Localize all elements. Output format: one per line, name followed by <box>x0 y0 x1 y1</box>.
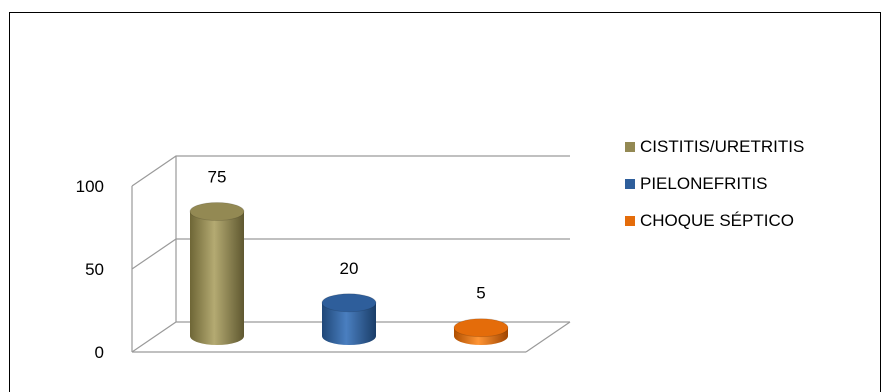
y-tick-label: 50 <box>85 260 104 279</box>
legend-item-choque-septico: CHOQUE SÉPTICO <box>625 202 804 239</box>
bars <box>189 202 509 345</box>
legend-label-choque-septico: CHOQUE SÉPTICO <box>640 210 794 230</box>
legend: CISTITIS/URETRITIS PIELONEFRITIS CHOQUE … <box>625 128 804 239</box>
legend-swatch-cistitis <box>625 141 635 152</box>
data-labels: 75 20 5 <box>208 168 486 303</box>
y-axis-ticks: 0 50 100 <box>76 177 104 362</box>
legend-item-cistitis: CISTITIS/URETRITIS <box>625 128 804 165</box>
bar-chart: 0 50 100 75 20 5 <box>76 155 571 362</box>
bar-body <box>190 211 244 345</box>
legend-swatch-choque-septico <box>625 215 635 226</box>
legend-item-pielonefritis: PIELONEFRITIS <box>625 165 804 202</box>
floor-right-edge <box>525 321 571 353</box>
y-tick-label: 0 <box>95 343 104 362</box>
bar-top <box>453 318 509 338</box>
bar-body <box>322 302 376 345</box>
bar-top <box>321 293 377 313</box>
data-label: 5 <box>476 284 485 303</box>
legend-swatch-pielonefritis <box>625 178 635 189</box>
data-label: 20 <box>340 259 359 278</box>
y-tick-label: 100 <box>76 177 104 196</box>
legend-label-cistitis: CISTITIS/URETRITIS <box>640 136 805 156</box>
data-label: 75 <box>208 168 227 187</box>
legend-label-pielonefritis: PIELONEFRITIS <box>640 173 768 193</box>
grid-lines <box>131 155 571 353</box>
bar-top <box>189 202 245 221</box>
gridline-2 <box>131 155 570 187</box>
chart-frame <box>9 12 881 392</box>
